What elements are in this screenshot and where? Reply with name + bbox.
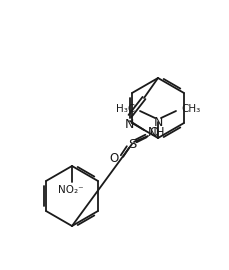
Text: N: N [153, 116, 163, 129]
Text: N: N [124, 118, 134, 131]
Text: NH: NH [148, 126, 166, 139]
Text: H₃C: H₃C [116, 104, 135, 114]
Text: NO₂⁻: NO₂⁻ [58, 185, 84, 195]
Text: O: O [149, 127, 158, 140]
Text: O: O [110, 153, 119, 166]
Text: S: S [128, 137, 136, 150]
Text: CH₃: CH₃ [181, 104, 200, 114]
